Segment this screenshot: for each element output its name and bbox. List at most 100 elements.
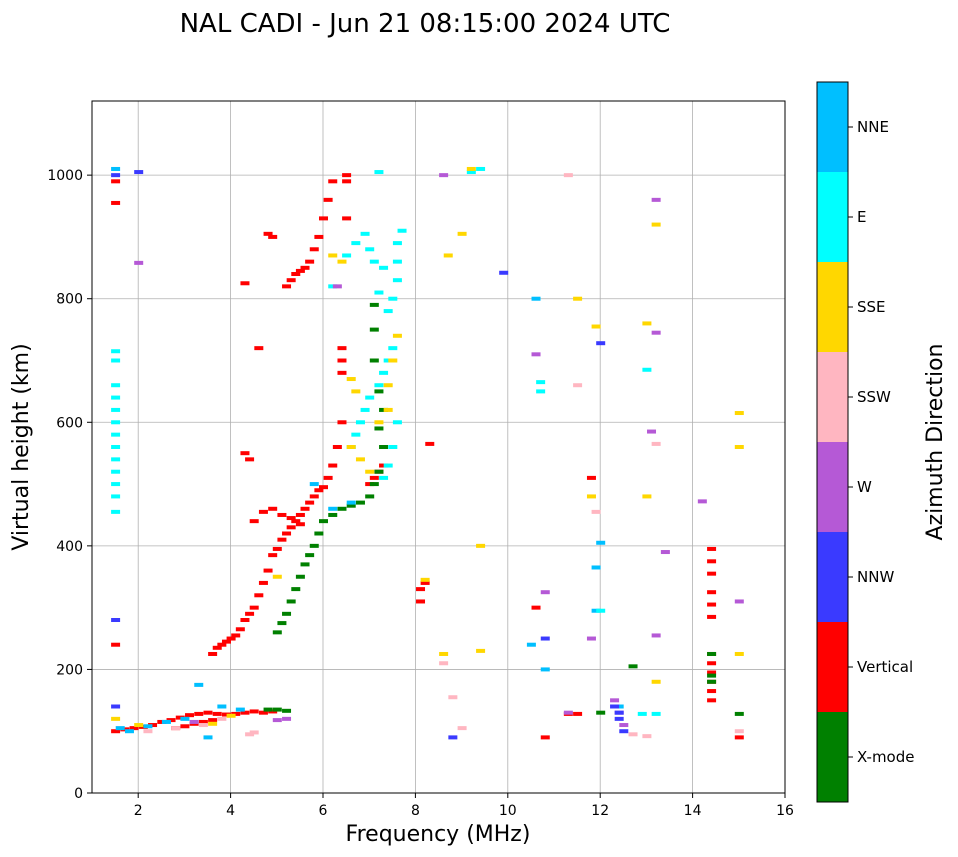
grid [92,101,786,794]
echo-point-vertical [286,525,296,530]
echo-point-e [111,494,121,499]
x-tick-label: 2 [134,803,143,819]
echo-point-vertical [295,522,305,527]
echo-point-nnw [610,704,620,709]
colorbar-label: Vertical [857,658,913,676]
colorbar-segment-nnw [817,532,848,622]
echo-point-w [134,260,144,265]
echo-point-vertical [245,457,255,462]
echo-point-e [379,475,389,480]
echo-point-vertical [337,420,347,425]
echo-point-e [476,166,486,171]
echo-point-e [397,228,407,233]
echo-point-x-mode [286,599,296,604]
echo-point-vertical [282,284,292,289]
colorbar-label: E [857,208,866,226]
echo-point-sse [420,577,430,582]
echo-point-vertical [240,710,250,715]
echo-point-e [388,296,398,301]
echo-point-ssw [245,732,255,737]
echo-point-w [563,710,573,715]
echo-point-sse [383,383,393,388]
echo-point-vertical [120,727,130,732]
echo-point-vertical [138,724,148,729]
echo-point-vertical [337,346,347,351]
echo-point-vertical [300,506,310,511]
echo-point-vertical [212,711,222,716]
echo-point-w [647,429,657,434]
echo-point-nnw [540,636,550,641]
echo-point-sse [443,253,453,258]
echo-point-vertical [305,259,315,264]
echo-point-vertical [319,216,328,221]
echo-point-x-mode [374,426,384,431]
echo-point-e [351,241,361,246]
echo-point-vertical [365,482,375,487]
echo-point-sse [734,445,744,449]
echo-point-vertical [286,516,296,521]
plot-area: 2 4 6 8 10 12 14 16 0 200 400 600 800 1000 [47,100,794,819]
echo-point-vertical [707,590,717,595]
echo-point-vertical [707,614,717,619]
echo-point-vertical [258,580,268,585]
echo-point-vertical [263,568,273,573]
echo-point-w [660,550,670,555]
echo-point-sse [383,407,393,412]
echo-point-vertical [540,735,550,740]
echo-point-vertical [268,234,278,239]
echo-point-sse [111,716,121,721]
echo-point-e [536,380,546,385]
echo-point-e [383,358,393,363]
echo-point-nne [203,735,213,740]
echo-point-vertical [268,709,278,714]
echo-point-vertical [221,712,231,717]
echo-point-w [540,590,550,595]
echo-point-nne [309,482,319,487]
echo-point-e [637,711,647,716]
echo-point-vertical [166,718,176,723]
x-tick-label: 14 [684,803,702,819]
echo-point-x-mode [596,710,606,715]
chart-title: NAL CADI - Jun 21 08:15:00 2024 UTC [180,9,671,39]
echo-point-vertical [249,605,259,610]
echo-point-sse [328,253,338,258]
echo-point-ssw [143,729,153,734]
echo-point-sse [439,651,449,656]
echo-point-vertical [707,661,717,666]
echo-point-vertical [319,485,328,490]
echo-point-vertical [707,698,717,703]
echo-point-x-mode [263,707,273,712]
echo-point-e [351,432,361,437]
echo-point-vertical [291,272,301,276]
y-tick-label: 0 [74,786,83,802]
echo-point-sse [734,651,744,656]
echo-point-x-mode [355,500,365,505]
echo-point-ssw [457,726,467,731]
echo-point-nnw [619,729,629,734]
echo-point-vertical [573,711,583,716]
echo-point-vertical [420,580,430,585]
x-tick-label: 8 [411,803,420,819]
echo-point-w [272,718,282,723]
echo-point-sse [586,494,596,499]
echo-point-e [111,349,121,354]
echo-point-vertical [295,512,305,517]
echo-point-e [651,711,661,716]
echo-point-ssw [171,726,181,731]
x-tick-label: 12 [591,803,609,819]
colorbar-segment-w [817,442,848,532]
echo-point-ssw [563,173,573,178]
echo-point-nnw [111,618,121,622]
echo-point-vertical [531,605,541,610]
echo-point-e [328,284,338,289]
echo-point-vertical [111,179,121,184]
echo-point-sse [734,411,744,416]
echo-point-sse [351,389,361,394]
echo-point-vertical [226,636,236,641]
echo-point-vertical [314,234,324,239]
echo-point-x-mode [369,358,379,363]
echo-point-w [619,723,629,728]
colorbar-segment-nne [817,82,848,172]
echo-point-nnw [614,710,624,715]
echo-point-nne [180,716,190,721]
